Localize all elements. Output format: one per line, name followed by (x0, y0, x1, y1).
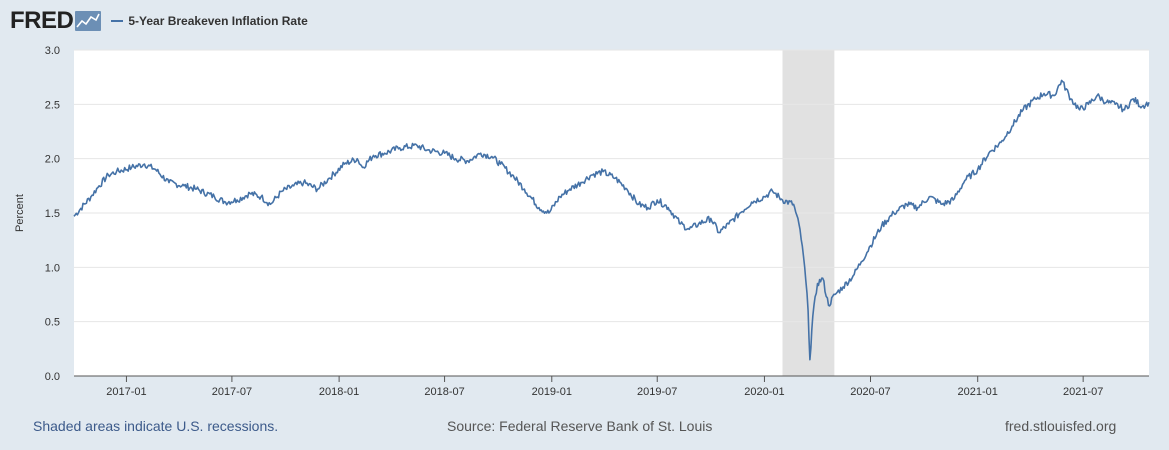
x-tick-label: 2019-01 (532, 386, 572, 398)
y-tick-label: 1.5 (45, 208, 60, 220)
chart-header: FRED 5-Year Breakeven Inflation Rate (10, 7, 308, 34)
x-tick-label: 2020-01 (744, 386, 784, 398)
x-tick-label: 2018-01 (319, 386, 359, 398)
y-tick-label: 1.0 (45, 262, 60, 274)
x-tick-label: 2021-01 (958, 386, 998, 398)
y-tick-label: 0.5 (45, 317, 60, 329)
source-note: Source: Federal Reserve Bank of St. Loui… (447, 418, 713, 434)
legend: 5-Year Breakeven Inflation Rate (111, 14, 308, 28)
fred-logo[interactable]: FRED (10, 7, 74, 34)
y-tick-label: 2.5 (45, 99, 60, 111)
fred-url-link[interactable]: fred.stlouisfed.org (1005, 418, 1117, 434)
gridlines (74, 49, 1149, 323)
legend-label: 5-Year Breakeven Inflation Rate (128, 14, 308, 28)
y-tick-label: 0.0 (45, 371, 60, 383)
x-tick-label: 2017-07 (212, 386, 252, 398)
y-tick-label: 3.0 (45, 45, 60, 57)
x-tick-label: 2017-01 (106, 386, 146, 398)
y-axis-ticks: 0.0 0.5 1.0 1.5 2.0 2.5 3.0 (45, 45, 60, 383)
x-tick-label: 2020-07 (850, 386, 890, 398)
x-tick-label: 2018-07 (424, 386, 464, 398)
y-tick-label: 2.0 (45, 154, 60, 166)
x-tick-label: 2021-07 (1063, 386, 1103, 398)
x-axis-ticks: 2017-01 2017-07 2018-01 2018-07 2019-01 2019-… (106, 376, 1103, 398)
y-axis-label: Percent (14, 194, 26, 232)
line-chart: 0.0 0.5 1.0 1.5 2.0 2.5 3.0 2017-01 2017-07 2018… (14, 45, 1150, 398)
recession-note[interactable]: Shaded areas indicate U.S. recessions. (33, 418, 279, 434)
x-tick-label: 2019-07 (637, 386, 677, 398)
legend-swatch (111, 20, 124, 22)
fred-logo-graph-icon (75, 11, 102, 31)
series-line-5y-breakeven[interactable] (73, 79, 1150, 361)
